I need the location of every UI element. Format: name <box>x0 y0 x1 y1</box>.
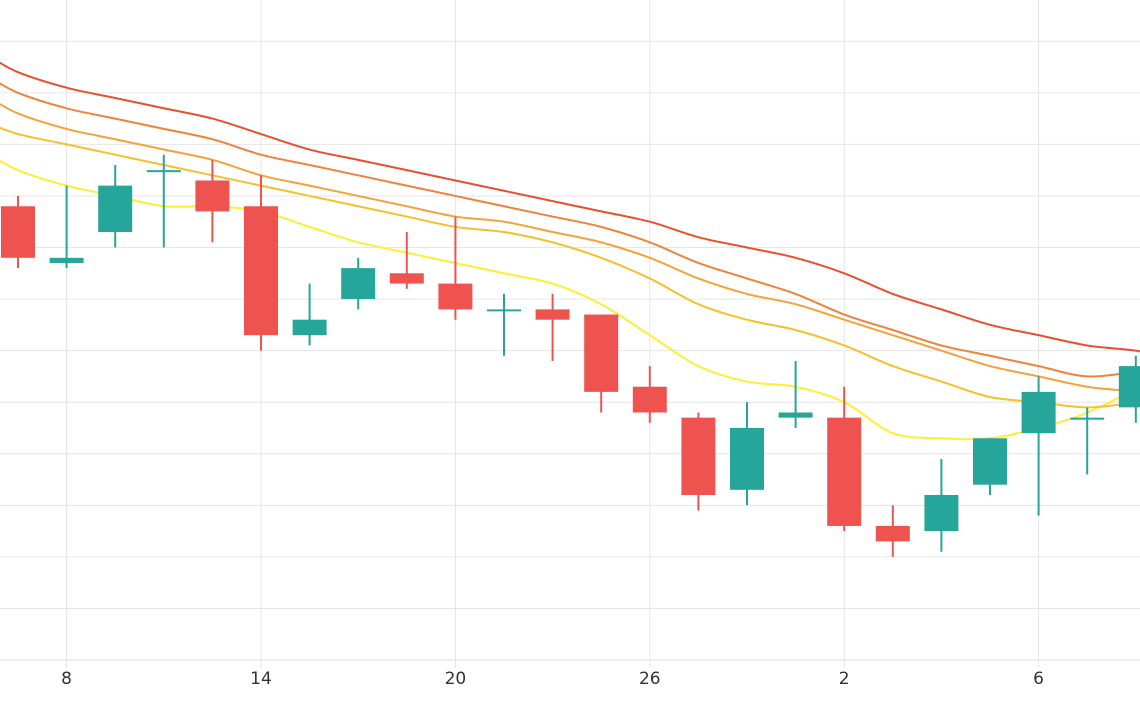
candle-body-down <box>681 417 716 495</box>
moving-average-line-3 <box>0 102 1140 394</box>
candle <box>1118 355 1140 423</box>
candle-body-up <box>1021 391 1056 434</box>
candle <box>827 386 862 532</box>
x-tick-label: 2 <box>839 669 850 689</box>
candles <box>1 154 1140 557</box>
candle <box>924 458 959 552</box>
candle-body-down <box>875 525 910 542</box>
candle-body-up <box>778 412 813 418</box>
candle-body-up <box>49 257 84 263</box>
candle-body-up <box>292 319 327 336</box>
candle-body-down <box>535 309 570 320</box>
candle <box>632 366 667 423</box>
candle <box>535 293 570 361</box>
candle-body-up <box>146 170 181 173</box>
x-tick-label: 14 <box>250 669 272 689</box>
candle <box>49 185 84 269</box>
moving-average-line-2 <box>0 126 1140 409</box>
candle-body-up <box>1070 417 1105 420</box>
candle <box>195 159 230 243</box>
candle <box>146 154 181 248</box>
candle <box>487 293 521 356</box>
candle <box>1070 407 1105 475</box>
candle-body-down <box>438 283 473 310</box>
candle <box>681 412 716 511</box>
candle <box>244 175 278 351</box>
x-tick-label: 6 <box>1033 669 1044 689</box>
candle <box>389 232 424 289</box>
candle <box>98 165 133 248</box>
moving-average-line-1 <box>0 159 1140 441</box>
moving-average-line-5 <box>0 61 1140 353</box>
chart-grid <box>0 0 1140 668</box>
x-axis: 8 14 20 26 2 6 <box>61 669 1044 689</box>
x-tick-label: 26 <box>639 669 661 689</box>
candle <box>292 283 327 346</box>
candle-body-up <box>730 427 764 490</box>
candle-body-up <box>487 309 521 312</box>
candle <box>341 257 376 310</box>
candle <box>730 402 764 506</box>
candle-body-down <box>389 273 424 284</box>
x-tick-label: 20 <box>445 669 467 689</box>
candle <box>875 505 910 557</box>
candle-body-down <box>195 180 230 212</box>
candle <box>973 438 1007 495</box>
candle-body-up <box>1118 366 1140 408</box>
candle <box>584 314 619 413</box>
moving-average-lines <box>0 61 1140 441</box>
candle-body-up <box>924 495 959 532</box>
moving-average-line-4 <box>0 82 1140 378</box>
candle-body-up <box>98 185 133 233</box>
candle-body-down <box>244 206 278 336</box>
candle-body-up <box>973 438 1007 485</box>
candle <box>438 216 473 320</box>
candle-body-down <box>1 206 35 258</box>
candle <box>1 195 35 269</box>
candle-body-down <box>584 314 619 392</box>
x-tick-label: 8 <box>61 669 72 689</box>
candle <box>778 360 813 428</box>
candle-body-down <box>632 386 667 413</box>
candle-body-up <box>341 268 376 300</box>
candle-body-down <box>827 417 862 526</box>
candle <box>1021 376 1056 516</box>
